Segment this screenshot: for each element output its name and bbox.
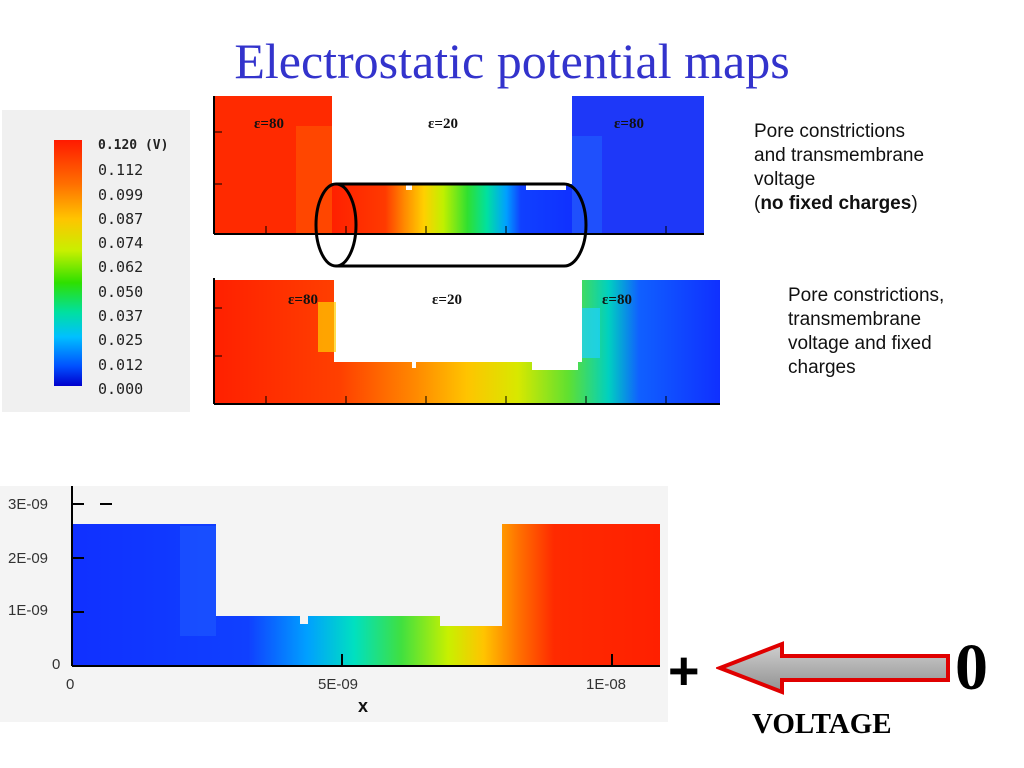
legend-value: 0.112 xyxy=(98,161,144,180)
note-bold-text: no fixed charges xyxy=(760,193,912,214)
x-tick-label: 5E-09 xyxy=(318,676,359,693)
note-no-fixed-charges: Pore constrictions and transmembrane vol… xyxy=(754,120,924,216)
note-line: voltage and fixed xyxy=(788,333,932,354)
permittivity-label-center: ε=20 xyxy=(428,116,458,132)
y-tick-label: 0 xyxy=(52,656,61,673)
voltage-zero-label: 0 xyxy=(955,631,988,704)
voltage-plus-sign: + xyxy=(668,641,700,701)
note-with-fixed-charges: Pore constrictions, transmembrane voltag… xyxy=(788,284,944,380)
pore-cylinder-icon xyxy=(314,182,588,268)
permittivity-label-right: ε=80 xyxy=(614,116,644,132)
y-tick-label: 3E-09 xyxy=(8,496,49,513)
x-tick-label: 1E-08 xyxy=(586,676,627,693)
note-line: voltage xyxy=(754,169,816,190)
legend-value: 0.087 xyxy=(98,209,144,228)
y-tick-label: 1E-09 xyxy=(8,602,49,619)
legend-value: 0.037 xyxy=(98,307,144,326)
voltage-arrow-icon xyxy=(716,641,950,695)
x-tick-label: 0 xyxy=(66,676,75,693)
potential-map-2-graphic xyxy=(213,278,720,405)
note-open-paren: ( xyxy=(754,193,761,214)
permittivity-label-left: ε=80 xyxy=(254,116,284,132)
legend-value: 0.012 xyxy=(98,355,144,374)
note-line: Pore constrictions, xyxy=(788,285,945,306)
color-legend: 0.120 (V) 0.112 0.099 0.087 0.074 0.062 … xyxy=(2,110,190,412)
slide-title: Electrostatic potential maps xyxy=(234,33,790,89)
x-axis-label: x xyxy=(358,696,369,716)
legend-value: 0.000 xyxy=(98,379,144,398)
permittivity-label-center: ε=20 xyxy=(432,292,462,308)
legend-value: 0.074 xyxy=(98,234,144,253)
legend-value: 0.025 xyxy=(98,331,144,350)
potential-map-3-graphic xyxy=(71,486,660,667)
note-line: Pore constrictions xyxy=(754,121,906,142)
permittivity-label-right: ε=80 xyxy=(602,292,632,308)
note-close-paren: ) xyxy=(911,193,918,214)
legend-value: 0.099 xyxy=(98,185,144,204)
legend-max-label: 0.120 (V) xyxy=(98,138,169,153)
permittivity-label-left: ε=80 xyxy=(288,292,318,308)
note-line: transmembrane xyxy=(788,309,922,330)
potential-map-fixed-charges: ε=80 ε=20 ε=80 xyxy=(206,278,720,412)
note-line: and transmembrane xyxy=(754,145,925,166)
note-line-emphasis: (no fixed charges) xyxy=(754,192,924,216)
legend-labels: 0.120 (V) 0.112 0.099 0.087 0.074 0.062 … xyxy=(98,134,190,401)
potential-map-reversed: 3E-09 2E-09 1E-09 0 0 5E-09 1E-08 x xyxy=(0,486,668,722)
legend-value: 0.050 xyxy=(98,282,144,301)
note-line: charges xyxy=(788,357,856,378)
voltage-label: VOLTAGE xyxy=(752,708,892,740)
legend-color-bar xyxy=(54,140,82,386)
legend-value: 0.062 xyxy=(98,258,144,277)
y-tick-label: 2E-09 xyxy=(8,550,49,567)
